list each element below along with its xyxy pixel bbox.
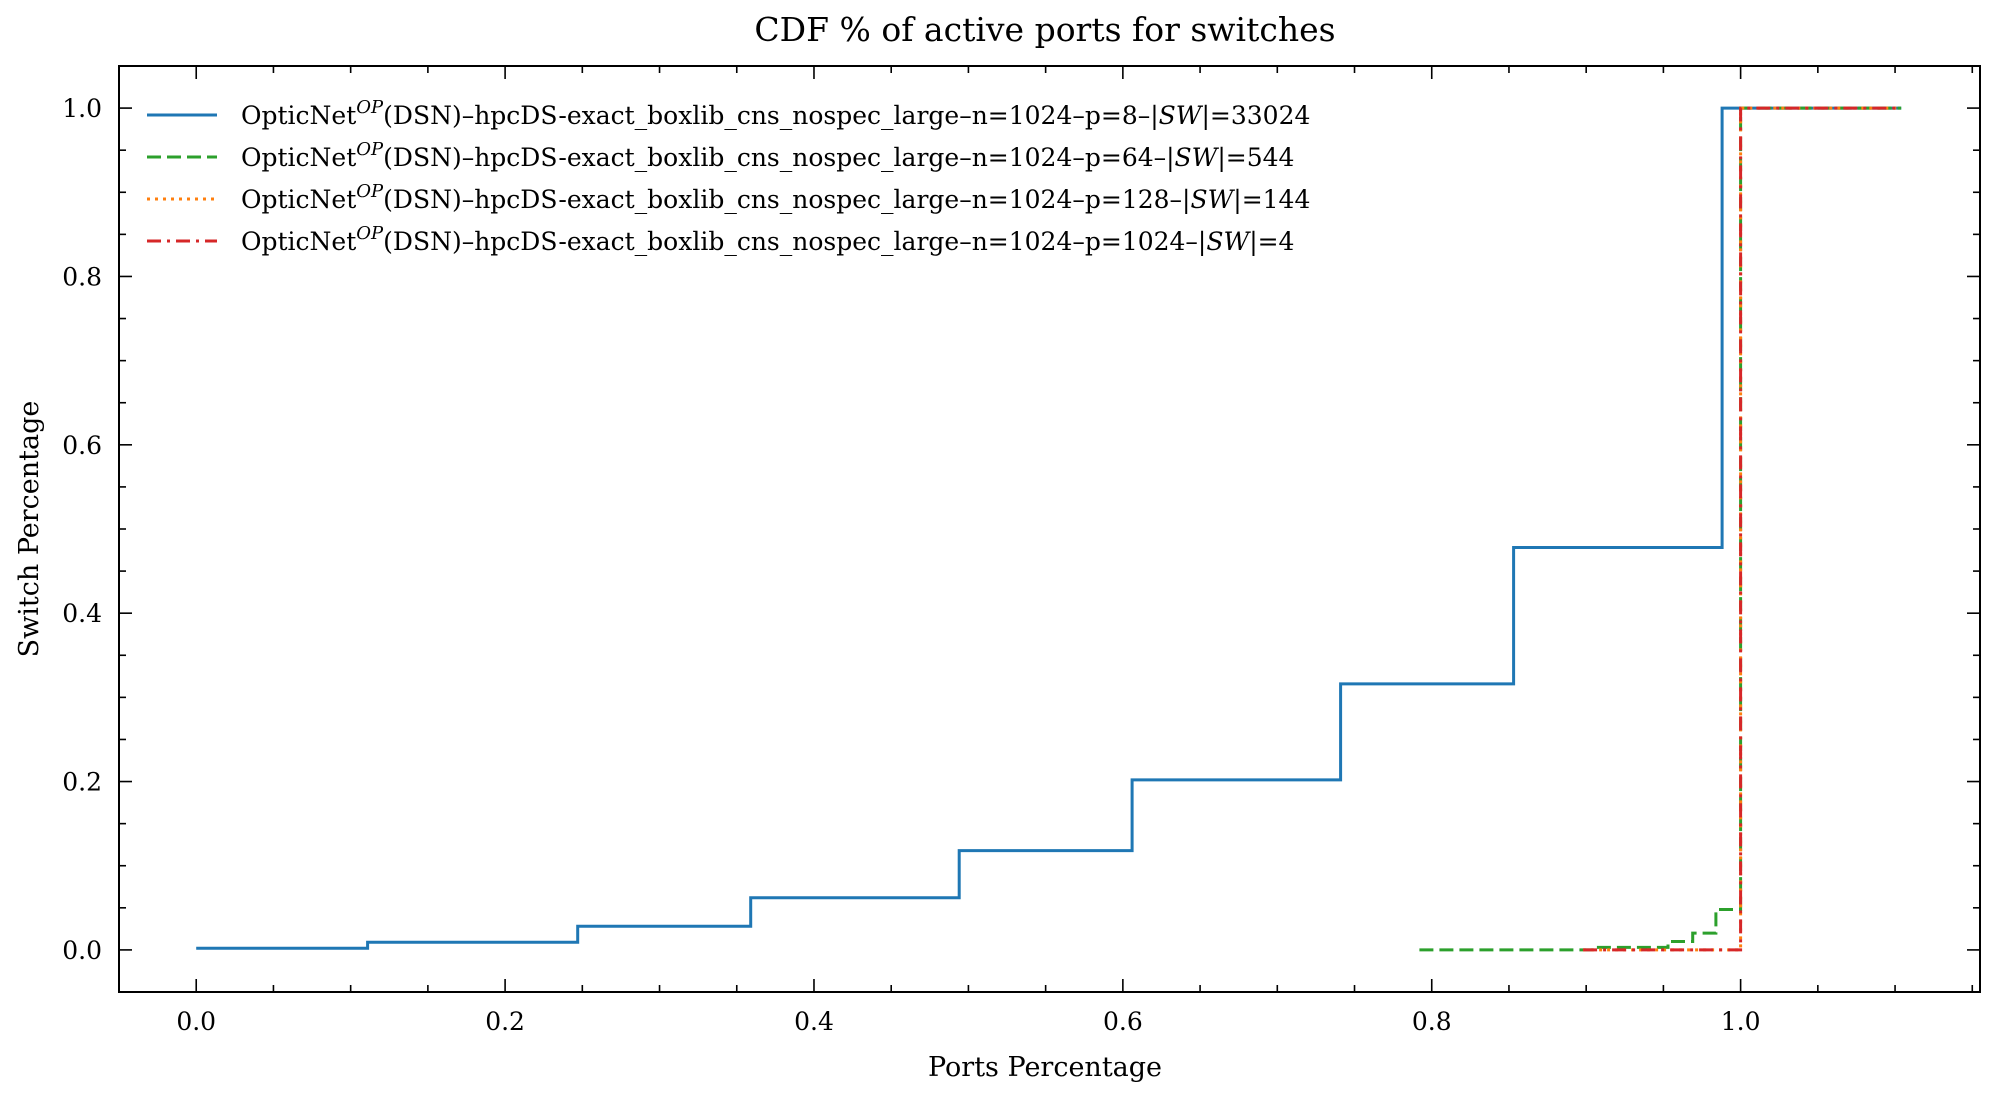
legend: OpticNetOP(DSN)–hpcDS-exact_boxlib_cns_n… — [147, 97, 1310, 257]
series-line-2 — [1419, 106, 1902, 952]
y-tick-label: 0.2 — [62, 768, 102, 797]
legend-label-4: OpticNetOP(DSN)–hpcDS-exact_boxlib_cns_n… — [241, 223, 1294, 257]
legend-label-3: OpticNetOP(DSN)–hpcDS-exact_boxlib_cns_n… — [241, 181, 1310, 215]
legend-label-1: OpticNetOP(DSN)–hpcDS-exact_boxlib_cns_n… — [241, 97, 1310, 131]
tick-layer: 0.0 0.2 0.4 0.6 0.8 1.0 0.0 0.2 0.4 0.6 0.8 1.0 — [62, 65, 1980, 1036]
series-layer — [196, 106, 1902, 952]
y-tick-label: 0.6 — [62, 431, 102, 460]
legend-label-2: OpticNetOP(DSN)–hpcDS-exact_boxlib_cns_n… — [241, 139, 1294, 173]
x-tick-label: 0.8 — [1412, 1007, 1452, 1036]
chart-title: CDF % of active ports for switches — [754, 10, 1335, 49]
series-line-3 — [1583, 106, 1902, 952]
y-tick-label: 0.8 — [62, 262, 102, 291]
x-tick-label: 1.0 — [1721, 1007, 1761, 1036]
x-tick-label: 0.6 — [1103, 1007, 1143, 1036]
series-line-4 — [1583, 106, 1902, 952]
y-tick-label: 0.0 — [62, 936, 102, 965]
x-tick-label: 0.2 — [485, 1007, 525, 1036]
x-tick-label: 0.0 — [176, 1007, 216, 1036]
y-axis-title: Switch Percentage — [14, 401, 45, 658]
series-line-1 — [196, 106, 1902, 950]
x-axis-title: Ports Percentage — [928, 1052, 1162, 1083]
x-tick-label: 0.4 — [794, 1007, 834, 1036]
y-tick-label: 1.0 — [62, 94, 102, 123]
y-tick-label: 0.4 — [62, 599, 102, 628]
